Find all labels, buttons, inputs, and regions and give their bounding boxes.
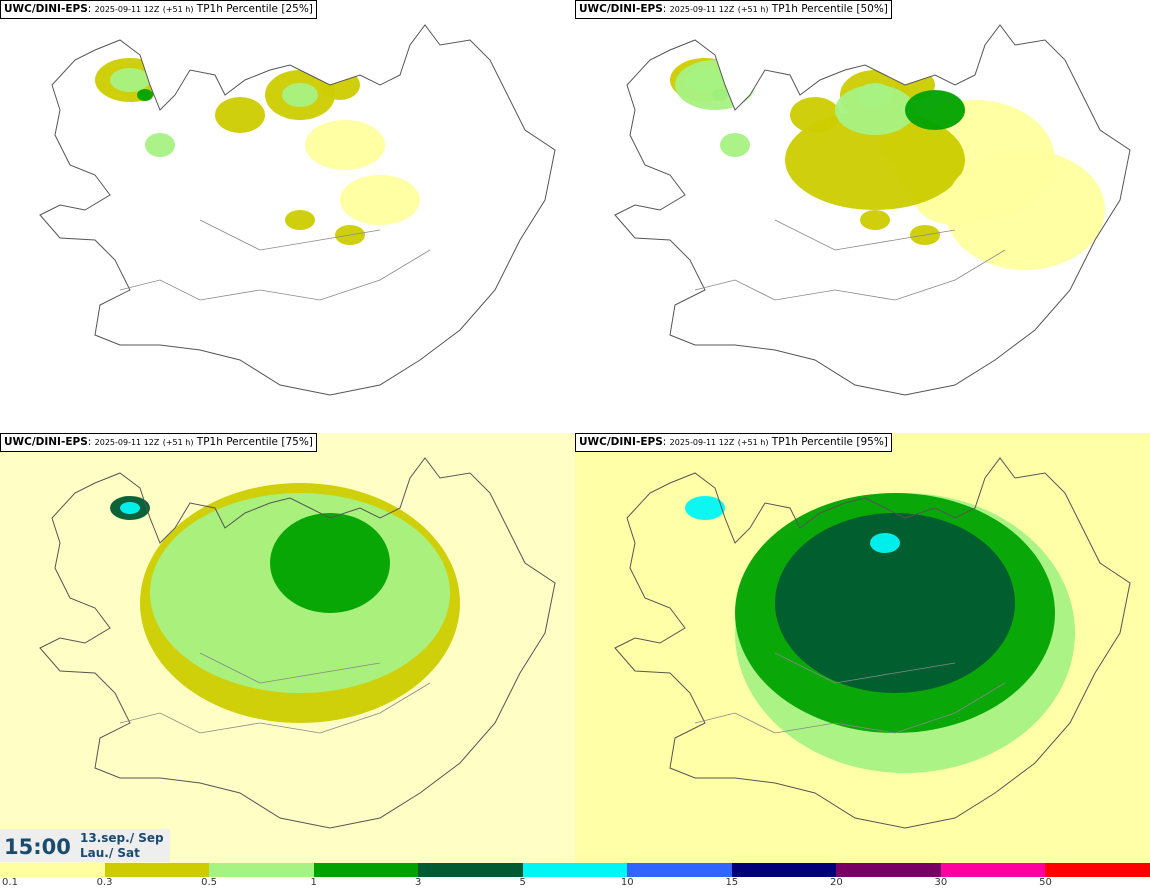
- colorbar-tick-label: 20: [829, 877, 843, 888]
- precip-map: [575, 433, 1150, 863]
- precip-map: [39, 24, 556, 396]
- colorbar-segment: [522, 863, 628, 877]
- colorbar-segment: [418, 863, 523, 877]
- colorbar-ticks: 0.1 0.3 0.5 1 3 5 10 15 20 30 50: [0, 877, 1150, 891]
- colorbar-tick-label: 10: [620, 877, 634, 888]
- map-panel-p50: UWC/DINI-EPS: 2025-09-11 12Z (+51 h) TP1…: [575, 0, 1150, 430]
- map-panel-p95: UWC/DINI-EPS: 2025-09-11 12Z (+51 h) TP1…: [575, 433, 1150, 863]
- colorbar-segment: [313, 863, 419, 877]
- colorbar-tick-label: 0.3: [96, 877, 113, 888]
- colorbar-segment: [627, 863, 732, 877]
- colorbar-tick-label: 50: [1039, 877, 1052, 888]
- colorbar-segment: [836, 863, 941, 877]
- colorbar-segment: [940, 863, 1046, 877]
- colorbar-segment: [104, 863, 210, 877]
- map-panel-p75: UWC/DINI-EPS: 2025-09-11 12Z (+51 h) TP1…: [0, 433, 575, 863]
- precip-map: [0, 433, 575, 863]
- panel-title: UWC/DINI-EPS: 2025-09-11 12Z (+51 h) TP1…: [575, 433, 892, 452]
- colorbar-tick-label: 0.1: [2, 877, 18, 888]
- colorbar-segment: [0, 863, 105, 877]
- colorbar-segment: [731, 863, 837, 877]
- valid-time: 15:00: [4, 835, 71, 859]
- precip-map: [614, 24, 1131, 396]
- colorbar-tick-label: 0.5: [201, 877, 218, 888]
- colorbar-tick-label: 3: [414, 877, 422, 888]
- valid-date: 13.sep./ Sep Lau./ Sat: [80, 831, 164, 860]
- panel-title: UWC/DINI-EPS: 2025-09-11 12Z (+51 h) TP1…: [575, 0, 892, 19]
- map-panel-p25: UWC/DINI-EPS: 2025-09-11 12Z (+51 h) TP1…: [0, 0, 575, 430]
- colorbar-tick-label: 15: [725, 877, 739, 888]
- panel-title: UWC/DINI-EPS: 2025-09-11 12Z (+51 h) TP1…: [0, 0, 317, 19]
- colorbar-segment: [209, 863, 314, 877]
- colorbar-tick-label: 5: [519, 877, 526, 888]
- colorbar-tick-label: 1: [310, 877, 317, 888]
- colorbar-tick-label: 30: [934, 877, 948, 888]
- panel-title: UWC/DINI-EPS: 2025-09-11 12Z (+51 h) TP1…: [0, 433, 317, 452]
- colorbar-segment: [1045, 863, 1150, 877]
- valid-time-stamp: 15:00 13.sep./ Sep Lau./ Sat: [0, 829, 170, 862]
- precip-colorbar: [0, 863, 1150, 877]
